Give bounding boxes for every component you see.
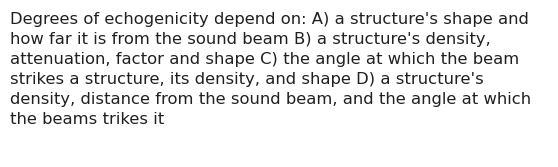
Text: Degrees of echogenicity depend on: A) a structure's shape and
how far it is from: Degrees of echogenicity depend on: A) a … — [10, 12, 531, 127]
